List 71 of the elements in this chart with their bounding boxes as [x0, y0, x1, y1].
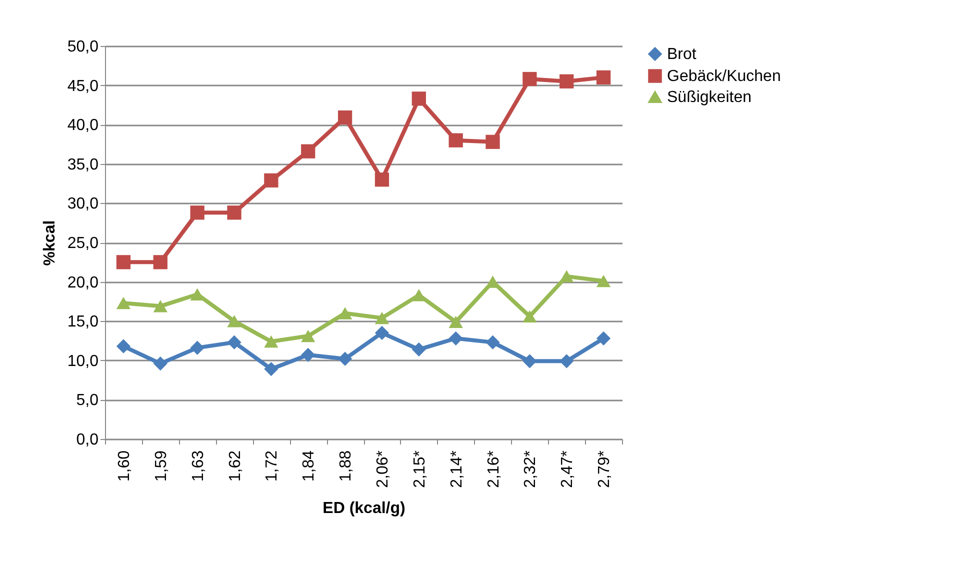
- point: [448, 133, 463, 148]
- point: [596, 70, 611, 85]
- point: [596, 274, 611, 288]
- y-tick-label: 40,0: [67, 117, 99, 134]
- x-tick-label: 2,16*: [485, 450, 502, 488]
- point: [374, 172, 390, 187]
- y-tick-label: 0,0: [76, 432, 99, 448]
- y-tick-label: 5,0: [76, 392, 99, 410]
- y-tick-label: 30,0: [67, 196, 99, 213]
- x-tick-label: 2,15*: [411, 450, 428, 488]
- point: [522, 72, 537, 86]
- point: [301, 348, 316, 362]
- point: [374, 312, 390, 324]
- point: [338, 307, 352, 320]
- point: [116, 255, 131, 270]
- point: [264, 335, 278, 348]
- point: [227, 335, 242, 350]
- y-tick-label: 35,0: [67, 156, 99, 174]
- point: [412, 289, 426, 302]
- point: [522, 354, 537, 368]
- y-tick-label: 20,0: [67, 274, 99, 292]
- point: [264, 362, 278, 376]
- point: [227, 314, 242, 328]
- point: [560, 270, 574, 282]
- point: [560, 74, 574, 88]
- x-tick-label: 1,72: [264, 450, 281, 482]
- point: [560, 354, 574, 368]
- point: [338, 110, 352, 125]
- point: [227, 206, 242, 220]
- x-tick-label: 2,06*: [374, 450, 392, 488]
- x-tick-label: 1,62: [226, 450, 244, 482]
- point: [301, 330, 316, 342]
- x-tick-label: 1,63: [190, 450, 207, 482]
- point: [486, 335, 500, 350]
- y-tick-label: 10,0: [67, 352, 99, 370]
- x-tick-label: 1,88: [338, 450, 355, 482]
- point: [116, 339, 131, 354]
- point: [116, 296, 131, 310]
- point: [190, 206, 204, 220]
- x-tick-label: 2,32*: [522, 450, 540, 488]
- x-tick-label: 1,84: [300, 450, 318, 482]
- point: [412, 92, 426, 106]
- x-tick-label: 1,59: [152, 450, 170, 482]
- point: [448, 331, 463, 346]
- point: [190, 288, 204, 300]
- point: [338, 352, 352, 366]
- point: [301, 144, 316, 158]
- y-tick-label: 25,0: [67, 235, 99, 252]
- y-tick-label: 45,0: [67, 78, 99, 95]
- point: [486, 134, 500, 149]
- point: [190, 340, 204, 355]
- y-axis-title: %kcal: [41, 220, 58, 266]
- y-tick-label: 15,0: [67, 314, 99, 331]
- point: [153, 300, 168, 312]
- x-tick-label: 2,47*: [559, 450, 576, 488]
- x-tick-label: 2,79*: [596, 450, 614, 488]
- point: [153, 356, 168, 371]
- point: [448, 316, 463, 328]
- x-axis-title: ED (kcal/g): [322, 500, 406, 517]
- point: [374, 326, 390, 340]
- point: [596, 331, 611, 346]
- legend-label: Gebäck/Kuchen: [667, 68, 781, 85]
- point: [522, 310, 537, 323]
- x-tick-label: 1,60: [116, 450, 133, 482]
- y-tick-label: 50,0: [67, 38, 99, 56]
- legend-label: Süßigkeiten: [667, 89, 752, 106]
- point: [153, 255, 168, 270]
- legend-label: Brot: [667, 46, 697, 63]
- point: [412, 342, 426, 356]
- x-tick-label: 2,14*: [448, 450, 466, 488]
- point: [264, 173, 278, 188]
